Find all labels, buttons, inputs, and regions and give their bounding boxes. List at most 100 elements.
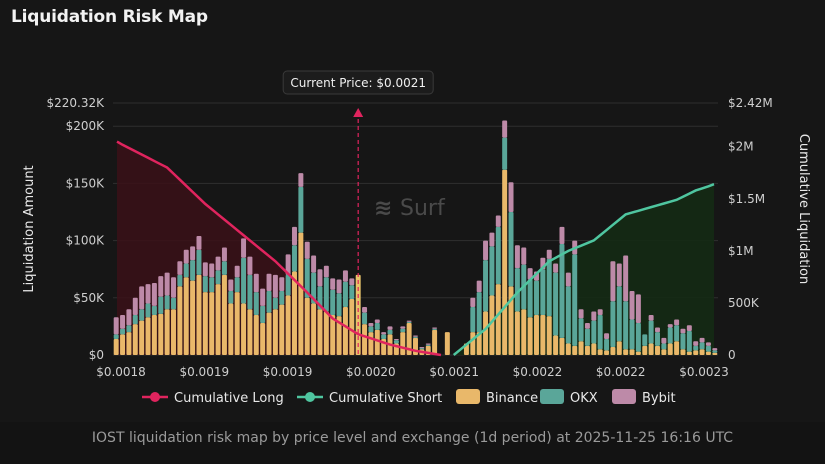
bar-bybit: [285, 254, 291, 275]
bar-bybit: [330, 278, 336, 290]
bar-okx: [177, 274, 183, 287]
bar-binance: [228, 303, 234, 355]
bar-bybit: [311, 255, 317, 273]
liquidation-chart: $0 $50K $100K $150K $200K $220.32K 0 500K $1M $1.…: [22, 70, 811, 406]
bar-bybit: [623, 255, 629, 302]
bar-okx: [476, 292, 482, 333]
bar-binance: [400, 332, 406, 355]
bar-okx: [202, 276, 208, 293]
bar-bybit: [368, 322, 374, 327]
bar-okx: [680, 333, 686, 350]
bar-binance: [323, 311, 329, 355]
bar-binance: [113, 338, 119, 355]
bar-binance: [629, 349, 635, 355]
y-tick-label: $200K: [66, 119, 106, 133]
bar-binance: [362, 324, 368, 355]
bar-okx: [635, 322, 641, 352]
bar-okx: [514, 268, 520, 312]
bar-binance: [623, 349, 629, 355]
legend-swatch-dot: [150, 392, 160, 402]
bar-bybit: [151, 282, 157, 306]
bar-okx: [648, 320, 654, 344]
current-price-box: [282, 70, 434, 95]
bar-bybit: [610, 261, 616, 302]
bar-bybit: [406, 320, 412, 322]
bar-binance: [126, 332, 132, 355]
bar-binance: [489, 295, 495, 355]
bar-okx: [234, 277, 240, 293]
bar-bybit: [495, 215, 501, 227]
y-tick-label: $100K: [66, 234, 106, 248]
bar-bybit: [578, 309, 584, 319]
bar-binance: [483, 311, 489, 355]
bar-okx: [661, 343, 667, 350]
bar-okx: [393, 340, 399, 344]
bar-bybit: [215, 256, 221, 271]
bar-binance: [292, 271, 297, 355]
x-tick-label: $0.0021: [429, 365, 479, 379]
bar-binance: [648, 343, 654, 355]
bar-okx: [221, 261, 227, 275]
bar-okx: [323, 277, 329, 312]
bar-binance: [279, 304, 285, 355]
bar-okx: [342, 281, 348, 307]
bar-binance: [171, 309, 176, 355]
bar-okx: [419, 348, 425, 350]
bar-okx: [120, 328, 126, 335]
bar-bybit: [521, 247, 527, 265]
bar-binance: [553, 335, 559, 355]
bar-bybit: [164, 272, 170, 296]
bar-okx: [279, 290, 285, 305]
bar-okx: [483, 260, 489, 312]
bar-okx: [171, 297, 176, 310]
bar-okx: [209, 277, 215, 293]
bar-okx: [374, 322, 380, 330]
bar-okx: [495, 226, 501, 285]
legend-label: Binance: [486, 391, 538, 406]
bar-okx: [241, 257, 247, 304]
bar-binance: [559, 337, 565, 355]
bar-okx: [699, 342, 705, 350]
bar-binance: [298, 232, 304, 355]
bar-binance: [610, 346, 616, 355]
bar-bybit: [483, 240, 489, 261]
bar-okx: [470, 306, 476, 333]
bar-okx: [604, 338, 610, 351]
bar-binance: [521, 309, 527, 355]
bar-binance: [349, 298, 355, 355]
bar-okx: [132, 314, 138, 325]
bar-bybit: [304, 241, 310, 259]
bar-okx: [228, 290, 234, 304]
bar-okx: [145, 303, 151, 318]
bar-bybit: [693, 341, 699, 346]
bar-bybit: [604, 333, 610, 339]
bar-binance: [164, 309, 170, 355]
bar-bybit: [419, 346, 425, 349]
bar-bybit: [686, 325, 692, 331]
bar-bybit: [680, 328, 686, 334]
bar-bybit: [336, 279, 342, 294]
bar-binance: [158, 313, 164, 355]
bar-binance: [336, 316, 342, 355]
chart-card: Liquidation Risk Map $0 $50K $100K $150K $20…: [11, 7, 811, 406]
x-tick-label: $0.0018: [96, 365, 146, 379]
bar-bybit: [139, 286, 145, 310]
bar-binance: [591, 343, 597, 355]
bar-binance: [241, 303, 247, 355]
bar-okx: [578, 318, 584, 342]
bar-okx: [190, 260, 196, 281]
bar-okx: [642, 334, 648, 346]
bar-binance: [355, 274, 361, 355]
legend-label: Cumulative Long: [174, 391, 284, 406]
legend-swatch-box: [540, 389, 564, 404]
bar-bybit: [279, 277, 285, 291]
bar-okx: [527, 279, 533, 318]
bar-bybit: [272, 274, 278, 298]
bar-binance: [209, 292, 215, 355]
x-tick-label: $0.0019: [179, 365, 229, 379]
bar-bybit: [712, 348, 718, 351]
bar-bybit: [132, 297, 138, 315]
bar-okx: [113, 334, 119, 339]
bar-bybit: [393, 338, 399, 341]
bar-binance: [655, 345, 660, 355]
